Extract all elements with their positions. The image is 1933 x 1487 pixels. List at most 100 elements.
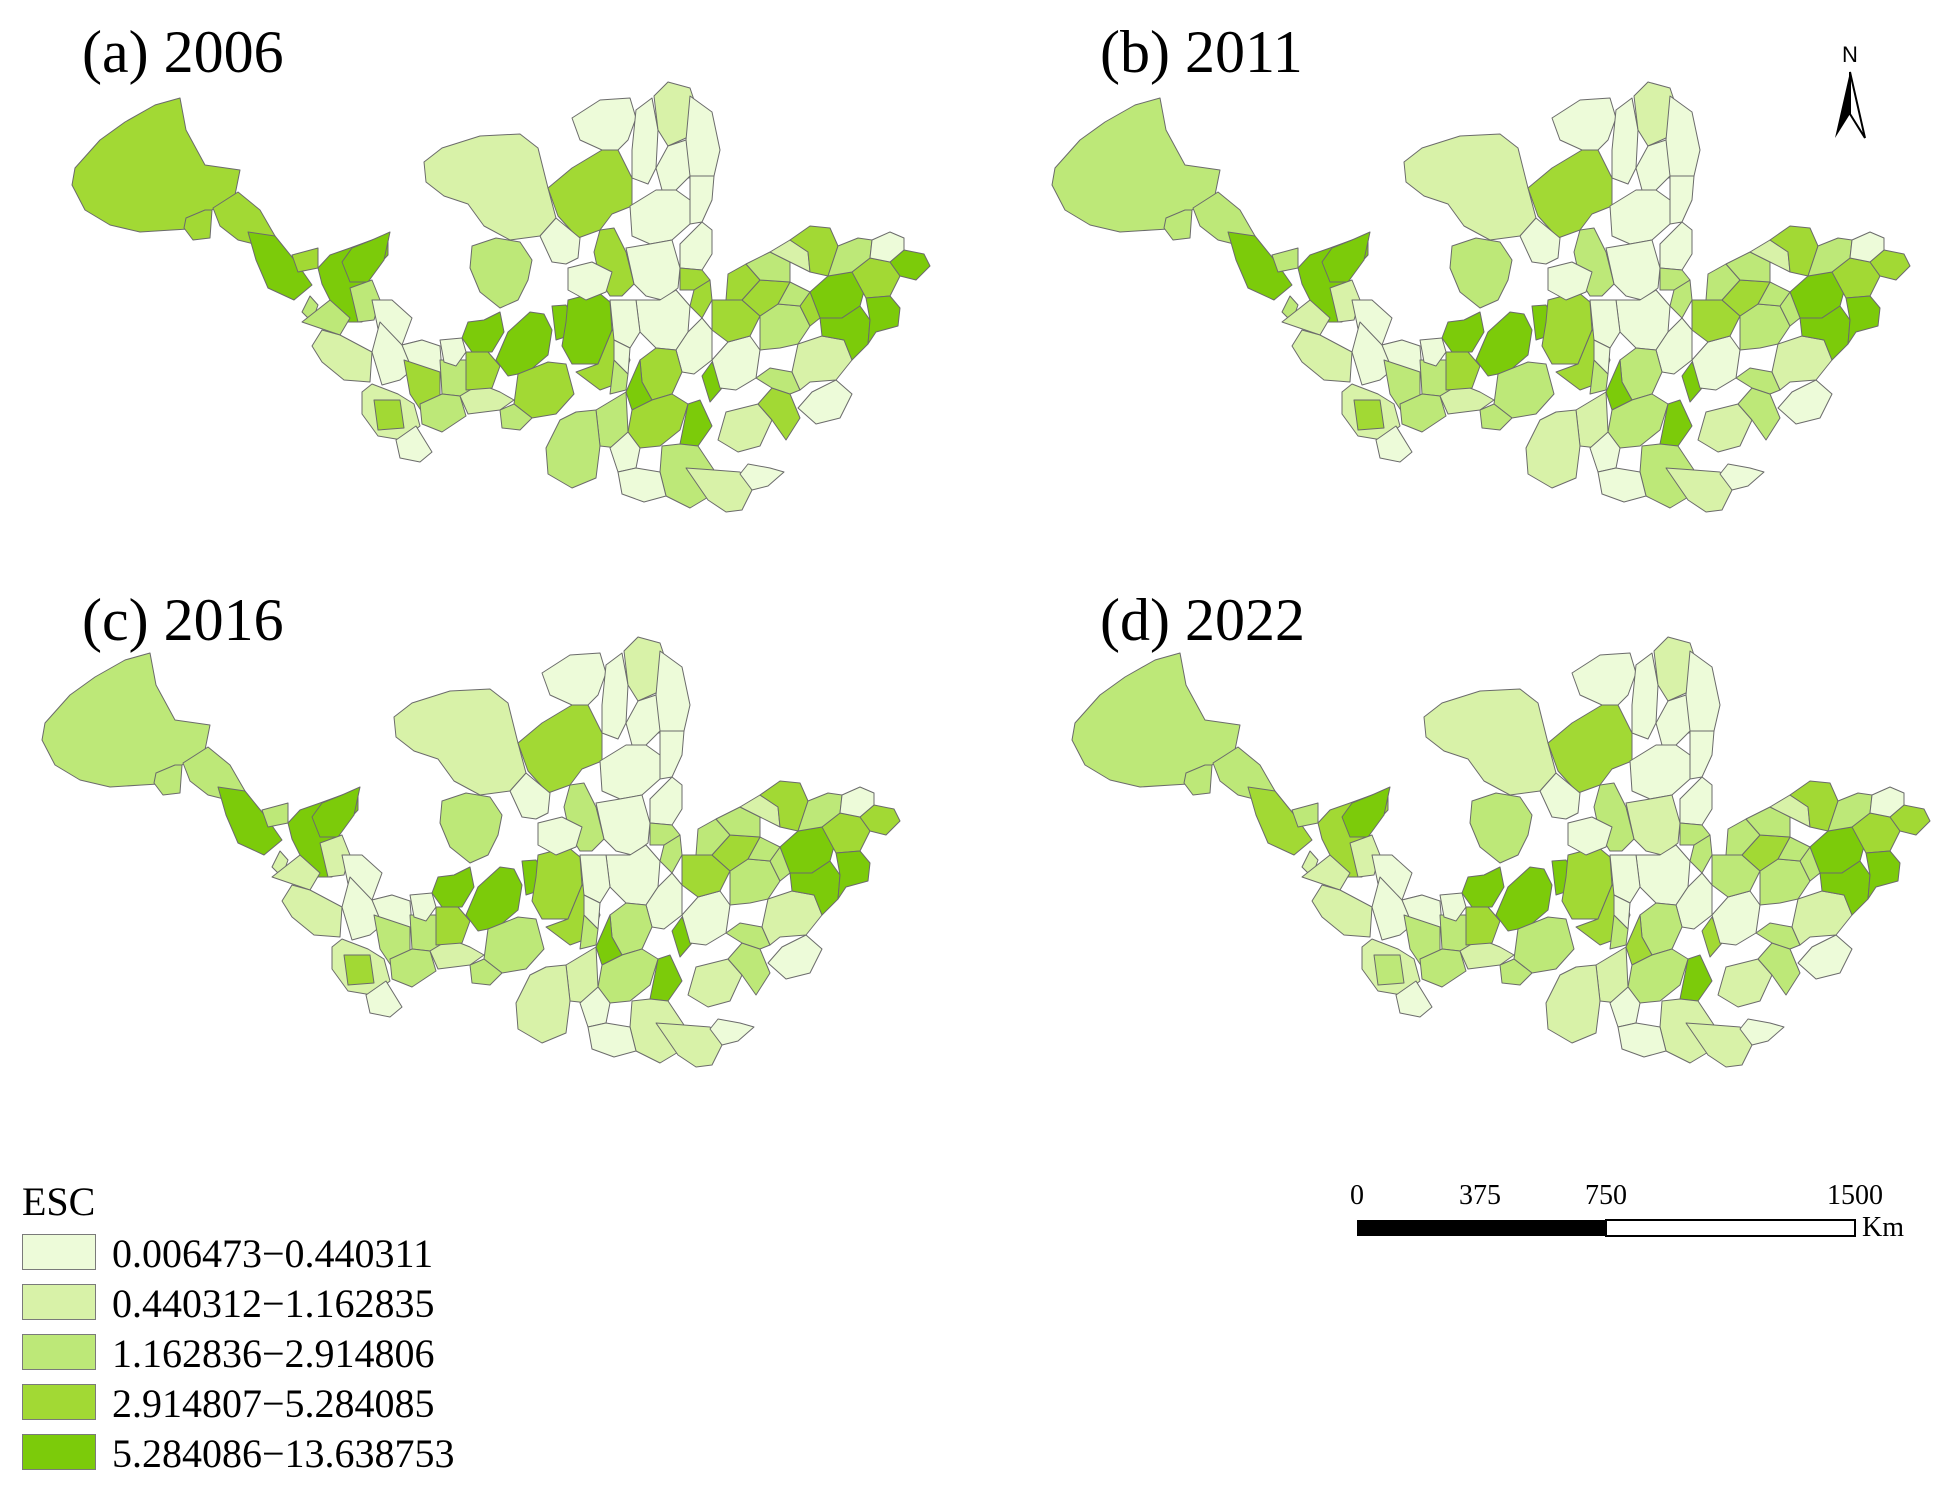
map-region — [1739, 1018, 1785, 1046]
map-region — [1539, 772, 1581, 820]
legend-label: 2.914807−5.284085 — [112, 1381, 435, 1426]
map-region — [1685, 1022, 1753, 1068]
map-region — [839, 786, 875, 818]
map-region — [1669, 175, 1695, 225]
map-region — [1403, 133, 1537, 241]
panel-title: (a) 2006 — [82, 19, 284, 85]
map-region — [1613, 894, 1631, 930]
map-region — [1567, 816, 1613, 856]
map-panel-d: (d) 2022 — [1000, 555, 1933, 1115]
legend-title: ESC — [22, 1179, 96, 1224]
scale-tick-label: 750 — [1585, 1180, 1627, 1211]
north-arrow-icon — [1835, 72, 1850, 138]
map-region — [1771, 335, 1833, 391]
map-region — [587, 1022, 637, 1058]
map-region — [539, 217, 581, 265]
map-region — [1479, 403, 1513, 431]
map-region — [1341, 786, 1391, 838]
north-arrow: N — [1825, 42, 1875, 142]
map-region — [431, 866, 475, 908]
map-region — [1589, 299, 1621, 349]
map-region — [1865, 850, 1901, 900]
scale-bar-black — [1357, 1220, 1606, 1236]
map-region — [1655, 317, 1693, 375]
map-region — [869, 231, 905, 263]
map-region — [711, 335, 761, 391]
map-region — [1625, 914, 1653, 966]
map-region — [1791, 890, 1853, 946]
map-region — [1271, 247, 1299, 273]
map-region — [1719, 463, 1765, 491]
map-panel-c: (c) 2016 — [0, 555, 910, 1115]
map-region — [675, 317, 713, 375]
legend-label: 0.440312−1.162835 — [112, 1281, 435, 1326]
map-region — [595, 794, 651, 856]
map-region — [791, 335, 853, 391]
map-region — [1519, 217, 1561, 265]
map-region — [1375, 425, 1413, 463]
map-region — [1445, 351, 1481, 391]
map-region — [423, 133, 557, 241]
map-region — [745, 251, 791, 283]
scale-tick-label: 0 — [1350, 1180, 1364, 1211]
map-region — [1373, 954, 1405, 986]
map-region — [1399, 393, 1447, 433]
map-region — [439, 792, 503, 864]
map-region — [1439, 892, 1467, 922]
map-panel-b: (b) 2011 — [980, 0, 1920, 560]
scale-bar: 0 375 750 1500 Km — [1350, 1180, 1910, 1260]
map-region — [1629, 744, 1691, 800]
map-region — [311, 329, 373, 383]
map-region — [655, 650, 691, 734]
map-region — [1551, 97, 1617, 151]
map-region — [1689, 730, 1715, 780]
map-region — [1593, 339, 1611, 375]
map-region — [1461, 866, 1505, 908]
map-region — [645, 872, 683, 930]
map-region — [1449, 237, 1513, 309]
map-region — [617, 467, 667, 503]
map-region — [1635, 139, 1671, 191]
map-region — [1163, 209, 1193, 241]
map-region — [1395, 980, 1433, 1018]
choropleth-map — [71, 81, 931, 513]
map-region — [715, 806, 761, 838]
map-region — [217, 786, 283, 856]
map-region — [537, 816, 583, 856]
map-region — [1605, 359, 1633, 411]
map-region — [469, 958, 503, 986]
scale-tick-label: 1500 — [1827, 1180, 1883, 1211]
map-region — [1679, 822, 1711, 846]
map-region — [1797, 934, 1853, 980]
scale-unit: Km — [1862, 1212, 1904, 1243]
map-region — [435, 906, 471, 946]
map-region — [281, 884, 343, 938]
map-region — [1849, 231, 1885, 263]
map-region — [1659, 399, 1693, 447]
map-region — [409, 892, 437, 922]
map-region — [761, 890, 823, 946]
map-region — [1609, 986, 1641, 1028]
map-region — [681, 890, 731, 946]
map-region — [1499, 958, 1533, 986]
map-region — [1589, 431, 1621, 473]
map-region — [1617, 1022, 1667, 1058]
map-region — [1183, 764, 1213, 796]
legend-label: 1.162836−2.914806 — [112, 1331, 435, 1376]
map-region — [1281, 299, 1331, 336]
map-region — [1611, 97, 1639, 185]
map-region — [679, 267, 711, 291]
map-region — [1423, 688, 1557, 796]
map-region — [509, 772, 551, 820]
map-region — [393, 688, 527, 796]
legend-swatch — [22, 1284, 96, 1320]
map-region — [261, 802, 289, 828]
map-region — [1571, 652, 1637, 706]
map-region — [439, 337, 467, 367]
map-region — [649, 822, 681, 846]
map-region — [1291, 802, 1319, 828]
map-region — [365, 980, 403, 1018]
map-region — [609, 431, 641, 473]
map-region — [311, 786, 361, 838]
map-region — [1301, 854, 1351, 891]
